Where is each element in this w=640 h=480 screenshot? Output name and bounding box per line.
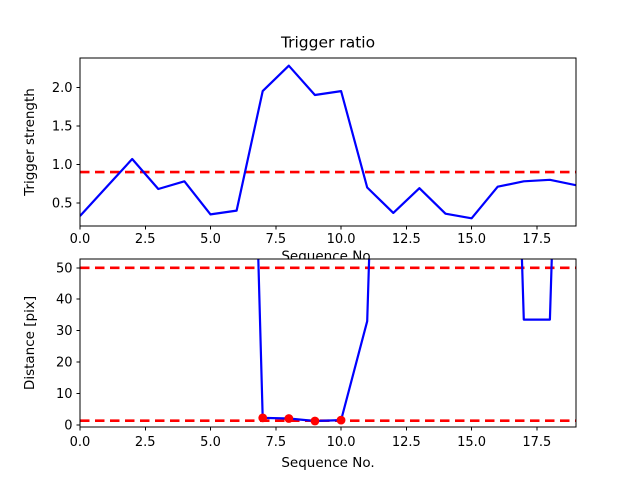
plot-area xyxy=(80,58,576,226)
marker-dot xyxy=(310,416,320,426)
chart-title: Trigger ratio xyxy=(280,34,375,52)
x-tick-label: 17.5 xyxy=(522,232,551,247)
x-tick-label: 17.5 xyxy=(522,435,551,450)
y-tick-label: 2.0 xyxy=(52,81,73,96)
y-axis-label: Trigger strength xyxy=(22,88,38,197)
plot-content xyxy=(80,259,576,426)
x-tick-label: 0.0 xyxy=(70,435,91,450)
y-tick-label: 20 xyxy=(56,355,73,370)
marker-dot xyxy=(336,415,346,425)
x-axis-label: Sequence No. xyxy=(281,455,374,471)
x-tick-label: 12.5 xyxy=(392,232,421,247)
x-tick-label: 12.5 xyxy=(392,435,421,450)
y-tick-label: 0.5 xyxy=(52,196,73,211)
series-line xyxy=(80,64,576,220)
x-tick-label: 5.0 xyxy=(200,435,221,450)
y-tick-label: 50 xyxy=(56,261,73,276)
y-tick-label: 0 xyxy=(64,418,72,433)
plot-content xyxy=(80,64,576,220)
x-tick-label: 15.0 xyxy=(457,232,486,247)
x-tick-label: 7.5 xyxy=(265,435,286,450)
x-tick-label: 2.5 xyxy=(135,435,156,450)
series-line xyxy=(257,259,553,423)
y-tick-label: 10 xyxy=(56,387,73,402)
plot-area xyxy=(80,259,576,427)
y-tick-label: 30 xyxy=(56,324,73,339)
marker-dot xyxy=(258,413,268,423)
x-tick-label: 10.0 xyxy=(327,232,356,247)
marker-dot xyxy=(284,414,294,423)
axes-frame xyxy=(79,258,577,428)
x-tick-label: 10.0 xyxy=(327,435,356,450)
x-tick-label: 7.5 xyxy=(265,232,286,247)
x-tick-label: 0.0 xyxy=(70,232,91,247)
y-axis-label: Distance [pix] xyxy=(22,296,38,390)
x-tick-label: 15.0 xyxy=(457,435,486,450)
y-tick-label: 1.0 xyxy=(52,158,73,173)
x-tick-label: 5.0 xyxy=(200,232,221,247)
y-tick-label: 40 xyxy=(56,293,73,308)
x-tick-label: 2.5 xyxy=(135,232,156,247)
y-tick-label: 1.5 xyxy=(52,119,73,134)
axes-frame xyxy=(79,57,577,227)
